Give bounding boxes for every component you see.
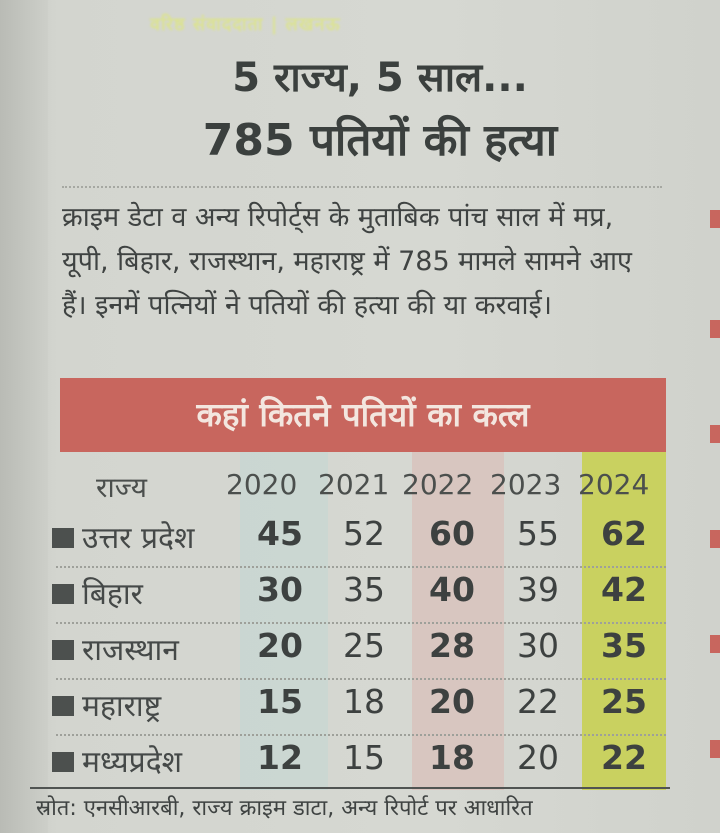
bullet-square-icon (52, 752, 74, 772)
headline-line-1: 5 राज्य, 5 साल... (232, 55, 528, 101)
header-year: 2021 (318, 468, 390, 501)
bullet-square-icon (52, 584, 74, 604)
cell-2021: 35 (343, 570, 385, 609)
byline-kicker: वरिष्ठ संवाददाता | लखनऊ (150, 14, 341, 35)
bullet-square-icon (52, 696, 74, 716)
row-divider (56, 678, 666, 680)
state-name: बिहार (82, 577, 143, 612)
header-year: 2023 (490, 468, 562, 501)
source-divider (30, 787, 670, 789)
column-highlight-2022 (412, 452, 504, 790)
intro-paragraph: क्राइम डेटा व अन्य रिपोर्ट्स के मुताबिक … (62, 202, 632, 321)
adjacent-bullet-marker (710, 530, 720, 548)
adjacent-bullet-marker (710, 740, 720, 758)
adjacent-column-edge (704, 0, 720, 833)
headline-line-2: 785 पतियों की हत्या (202, 115, 558, 166)
adjacent-bullet-marker (710, 320, 720, 338)
cell-2021: 52 (343, 514, 385, 553)
cell-2023: 30 (517, 626, 559, 665)
cell-2022: 18 (429, 738, 475, 777)
table-row: बिहार 30 35 40 39 42 (52, 566, 666, 622)
table-row: उत्तर प्रदेश 45 52 60 55 62 (52, 510, 666, 566)
page-fold-shadow (0, 0, 48, 833)
column-highlight-2024 (582, 452, 666, 790)
cell-2022: 20 (429, 682, 475, 721)
adjacent-bullet-marker (710, 210, 720, 228)
cell-2023: 39 (517, 570, 559, 609)
state-name: राजस्थान (82, 633, 179, 668)
cell-2021: 18 (343, 682, 385, 721)
adjacent-bullet-marker (710, 635, 720, 653)
adjacent-bullet-marker (710, 425, 720, 443)
cell-2024: 62 (601, 514, 647, 553)
bullet-square-icon (52, 640, 74, 660)
row-divider (56, 566, 666, 568)
state-name: महाराष्ट्र (82, 689, 162, 724)
bullet-square-icon (52, 528, 74, 548)
table-header-row: राज्य 2020 2021 2022 2023 2024 (60, 468, 666, 508)
row-divider (56, 734, 666, 736)
table-title-banner: कहां कितने पतियों का कत्ल (60, 378, 666, 452)
row-divider (56, 622, 666, 624)
cell-2020: 15 (257, 682, 303, 721)
cell-2021: 15 (343, 738, 385, 777)
header-year: 2024 (578, 468, 650, 501)
cell-2020: 20 (257, 626, 303, 665)
cell-2022: 40 (429, 570, 475, 609)
table-row: राजस्थान 20 25 28 30 35 (52, 622, 666, 678)
cell-2020: 12 (257, 738, 303, 777)
cell-2024: 42 (601, 570, 647, 609)
table-row: मध्यप्रदेश 12 15 18 20 22 (52, 734, 666, 790)
cell-2020: 30 (257, 570, 303, 609)
table-row: महाराष्ट्र 15 18 20 22 25 (52, 678, 666, 734)
cell-2022: 28 (429, 626, 475, 665)
cell-2020: 45 (257, 514, 303, 553)
cell-2024: 25 (601, 682, 647, 721)
cell-2023: 20 (517, 738, 559, 777)
cell-2022: 60 (429, 514, 475, 553)
column-highlight-2020 (240, 452, 328, 790)
cell-2021: 25 (343, 626, 385, 665)
cell-2023: 22 (517, 682, 559, 721)
cell-2023: 55 (517, 514, 559, 553)
data-table: कहां कितने पतियों का कत्ल राज्य 2020 202… (52, 378, 666, 790)
cell-2024: 22 (601, 738, 647, 777)
cell-2024: 35 (601, 626, 647, 665)
header-state: राज्य (96, 471, 147, 504)
state-name: मध्यप्रदेश (82, 745, 183, 780)
header-year: 2020 (226, 468, 298, 501)
source-note: स्रोत: एनसीआरबी, राज्य क्राइम डाटा, अन्य… (36, 796, 533, 821)
header-year: 2022 (402, 468, 474, 501)
headline-divider (62, 186, 662, 188)
state-name: उत्तर प्रदेश (82, 521, 195, 556)
